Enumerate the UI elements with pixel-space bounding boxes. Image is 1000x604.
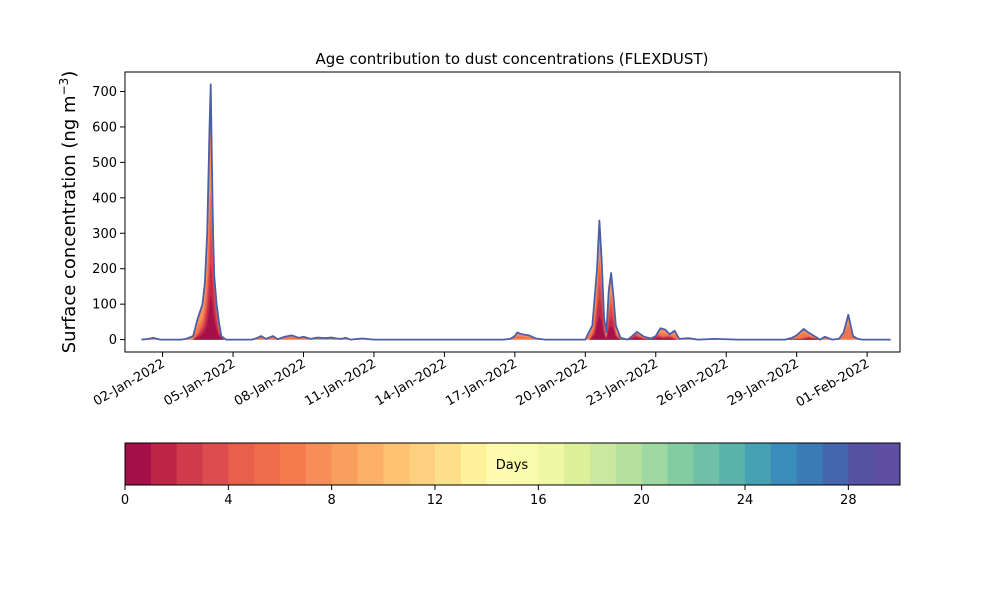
- colorbar-bin: [460, 443, 488, 485]
- colorbar-bin: [615, 443, 643, 485]
- series-young-band-0: [141, 194, 891, 340]
- colorbar-tick-label: 0: [121, 493, 129, 508]
- colorbar-bin: [228, 443, 255, 485]
- colorbar-ticks: 0 4 8 12 16 20 24 28: [121, 485, 857, 508]
- colorbar-bin: [745, 443, 772, 485]
- plot-area: [141, 83, 891, 341]
- colorbar-bin: [822, 443, 849, 485]
- series-young-band-4: [141, 296, 891, 340]
- x-tick-label: 08-Jan-2022: [232, 356, 309, 409]
- y-tick-label: 0: [109, 333, 117, 348]
- colorbar-bin: [512, 443, 539, 485]
- y-axis: 0 100 200 300 400 500 600 700: [92, 85, 125, 348]
- series-total-line: [141, 83, 891, 341]
- colorbar-bin: [280, 443, 307, 485]
- x-tick-label: 20-Jan-2022: [514, 356, 591, 409]
- colorbar-bin: [590, 443, 617, 485]
- series-total-inner-fill: [141, 190, 891, 340]
- colorbar-bin: [305, 443, 333, 485]
- y-tick-label: 700: [92, 85, 117, 100]
- colorbar-bin: [770, 443, 798, 485]
- y-axis-label-close: ): [59, 71, 80, 78]
- colorbar-bin: [125, 443, 152, 485]
- x-axis: 02-Jan-202205-Jan-202208-Jan-202211-Jan-…: [91, 352, 872, 410]
- colorbar-bin: [848, 443, 875, 485]
- colorbar-bin: [538, 443, 565, 485]
- colorbar-tick-label: 20: [633, 493, 650, 508]
- colorbar-tick-label: 12: [427, 493, 444, 508]
- y-axis-label-superscript: −3: [57, 78, 71, 96]
- y-tick-label: 600: [92, 120, 117, 135]
- x-tick-label: 05-Jan-2022: [161, 356, 238, 409]
- colorbar-tick-label: 28: [840, 493, 857, 508]
- colorbar-bin: [719, 443, 746, 485]
- x-tick-label: 14-Jan-2022: [373, 356, 450, 409]
- x-tick-label: 23-Jan-2022: [584, 356, 661, 409]
- colorbar-bin: [176, 443, 203, 485]
- colorbar-tick-label: 24: [737, 493, 754, 508]
- colorbar-bin: [150, 443, 178, 485]
- colorbar-tick-label: 4: [224, 493, 232, 508]
- y-tick-label: 200: [92, 262, 117, 277]
- colorbar-bin: [874, 443, 901, 485]
- y-tick-label: 500: [92, 156, 117, 171]
- x-tick-label: 26-Jan-2022: [655, 356, 732, 409]
- x-tick-label: 11-Jan-2022: [302, 356, 379, 409]
- x-tick-label: 17-Jan-2022: [443, 356, 520, 409]
- colorbar-bin: [667, 443, 694, 485]
- colorbar-bin: [409, 443, 436, 485]
- colorbar-label: Days: [496, 458, 529, 473]
- y-tick-label: 100: [92, 298, 117, 313]
- colorbar-bin: [564, 443, 591, 485]
- series-total-fill: [141, 91, 891, 340]
- colorbar-bin: [486, 443, 513, 485]
- colorbar-bin: [383, 443, 410, 485]
- colorbar-bin: [254, 443, 281, 485]
- x-tick-label: 29-Jan-2022: [725, 356, 802, 409]
- series-young-band-3: [141, 264, 891, 340]
- colorbar-bin: [435, 443, 462, 485]
- chart-title: Age contribution to dust concentrations …: [316, 50, 709, 68]
- series-young-band-2: [141, 238, 891, 340]
- y-axis-label-main: Surface concentration (ng m: [59, 95, 80, 353]
- y-tick-label: 300: [92, 227, 117, 242]
- x-tick-label: 02-Jan-2022: [91, 356, 168, 409]
- colorbar-bin: [796, 443, 823, 485]
- colorbar-frame: [124, 442, 901, 486]
- colorbar: [125, 443, 901, 485]
- y-axis-label: Surface concentration (ng m−3): [57, 71, 80, 354]
- y-tick-label: 400: [92, 191, 117, 206]
- colorbar-bin: [357, 443, 384, 485]
- plot-frame: [124, 71, 901, 353]
- colorbar-tick-label: 8: [328, 493, 336, 508]
- colorbar-bin: [331, 443, 358, 485]
- colorbar-bin: [641, 443, 668, 485]
- colorbar-tick-label: 16: [530, 493, 547, 508]
- x-tick-label: 01-Feb-2022: [794, 356, 873, 410]
- series-young-band-1: [141, 216, 891, 340]
- colorbar-bin: [693, 443, 720, 485]
- colorbar-bin: [202, 443, 229, 485]
